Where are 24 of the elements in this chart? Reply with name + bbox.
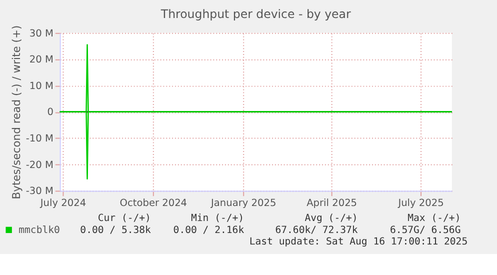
chart-title: Throughput per device - by year — [160, 6, 351, 21]
legend-label: mmcblk0 — [18, 224, 60, 236]
text: 67.60k/ 72.37k — [275, 224, 358, 236]
x-tick-label: July 2025 — [397, 198, 444, 209]
y-tick-label: -10 M — [26, 134, 54, 145]
text: Min (-/+) — [190, 213, 244, 224]
text: 0.00 / 2.16k — [173, 224, 244, 236]
y-tick-label: 30 M — [29, 28, 54, 40]
y-tick-label: -20 M — [26, 160, 54, 171]
y-tick-label: 10 M — [29, 80, 54, 92]
text: Max (-/+) — [408, 213, 461, 224]
x-tick-label: October 2024 — [120, 198, 188, 209]
y-tick-label: 20 M — [29, 54, 54, 66]
y-tick-label: -30 M — [26, 186, 54, 198]
x-tick-label: July 2024 — [39, 198, 86, 209]
y-axis-title: Bytes/second read (-) / write (+) — [10, 25, 23, 200]
x-tick-label: April 2025 — [306, 198, 358, 209]
text: Last update: Sat Aug 16 17:00:11 2025 — [249, 236, 468, 248]
text: Avg (-/+) — [304, 213, 358, 224]
x-tick-label: January 2025 — [210, 198, 276, 209]
text: 6.57G/ 6.56G — [390, 224, 461, 236]
y-tick-label: 0 — [47, 107, 54, 118]
text: Cur (-/+) — [98, 213, 151, 224]
text: 0.00 / 5.38k — [80, 224, 152, 236]
